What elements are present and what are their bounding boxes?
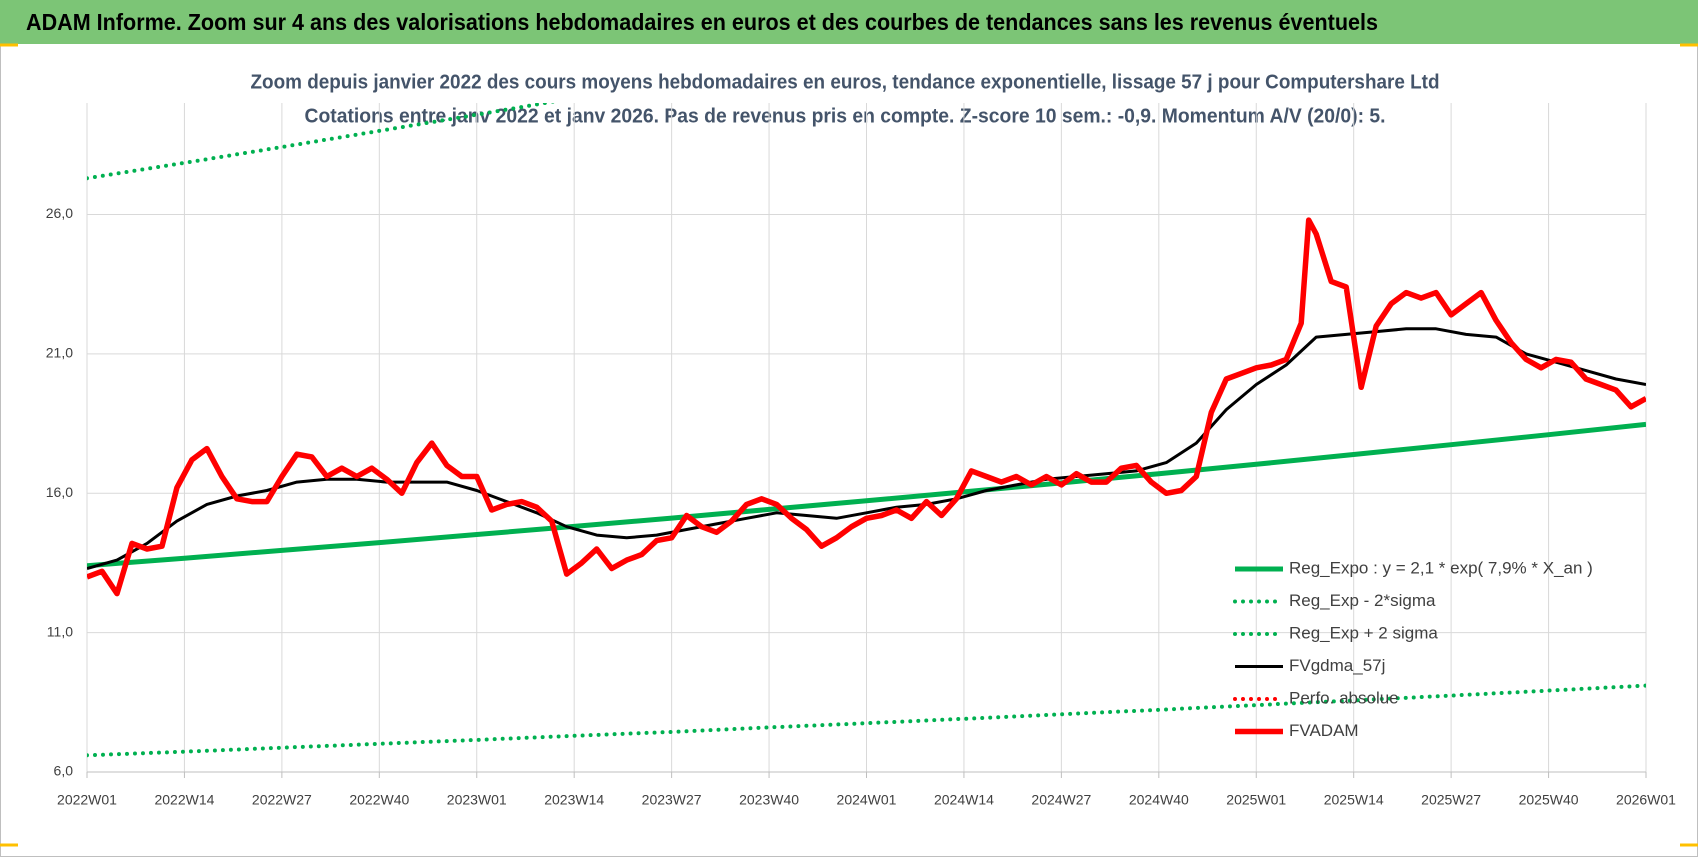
legend-label: Reg_Exp - 2*sigma bbox=[1289, 591, 1436, 610]
x-tick-label: 2024W01 bbox=[837, 792, 897, 808]
grid: 6,0 11,0 16,0 21,0 26,0 2022W01 2022W14 2022W27… bbox=[46, 103, 1676, 808]
header-band bbox=[0, 0, 1698, 44]
legend-label: Perfo. absolue bbox=[1289, 688, 1399, 707]
legend-label: Reg_Expo : y = 2,1 * exp( 7,9% * X_an ) bbox=[1289, 558, 1593, 577]
y-tick-label: 21,0 bbox=[46, 345, 73, 361]
y-tick-label: 26,0 bbox=[46, 205, 73, 221]
series-line bbox=[87, 327, 1646, 570]
x-tick-label: 2026W01 bbox=[1616, 792, 1676, 808]
x-tick-label: 2024W27 bbox=[1031, 792, 1091, 808]
x-tick-label: 2025W27 bbox=[1421, 792, 1481, 808]
legend-label: FVADAM bbox=[1289, 721, 1359, 740]
series-line bbox=[87, 421, 1646, 569]
plot-area bbox=[87, 103, 1646, 758]
x-tick-label: 2022W14 bbox=[154, 792, 214, 808]
chart-title: Zoom depuis janvier 2022 des cours moyen… bbox=[251, 71, 1440, 93]
series-line bbox=[87, 103, 557, 181]
chart-subtitle: Cotations entre janv 2022 et janv 2026. … bbox=[305, 105, 1386, 127]
y-tick-label: 6,0 bbox=[54, 763, 74, 779]
x-tick-label: 2023W40 bbox=[739, 792, 799, 808]
x-tick-label: 2024W40 bbox=[1129, 792, 1189, 808]
x-tick-label: 2023W27 bbox=[642, 792, 702, 808]
x-tick-label: 2023W01 bbox=[447, 792, 507, 808]
x-tick-label: 2025W14 bbox=[1324, 792, 1384, 808]
x-tick-label: 2023W14 bbox=[544, 792, 604, 808]
x-tick-label: 2024W14 bbox=[934, 792, 994, 808]
legend-label: Reg_Exp + 2 sigma bbox=[1289, 623, 1438, 642]
x-tick-label: 2022W01 bbox=[57, 792, 117, 808]
legend-label: FVgdma_57j bbox=[1289, 656, 1385, 675]
x-tick-label: 2022W40 bbox=[349, 792, 409, 808]
series-line bbox=[87, 217, 1646, 597]
x-tick-label: 2022W27 bbox=[252, 792, 312, 808]
x-tick-label: 2025W40 bbox=[1519, 792, 1579, 808]
y-tick-label: 16,0 bbox=[46, 484, 73, 500]
header-title: ADAM Informe. Zoom sur 4 ans des valoris… bbox=[26, 9, 1378, 35]
x-tick-label: 2025W01 bbox=[1226, 792, 1286, 808]
y-tick-label: 11,0 bbox=[47, 623, 73, 639]
legend: Reg_Expo : y = 2,1 * exp( 7,9% * X_an ) R… bbox=[1233, 558, 1593, 740]
